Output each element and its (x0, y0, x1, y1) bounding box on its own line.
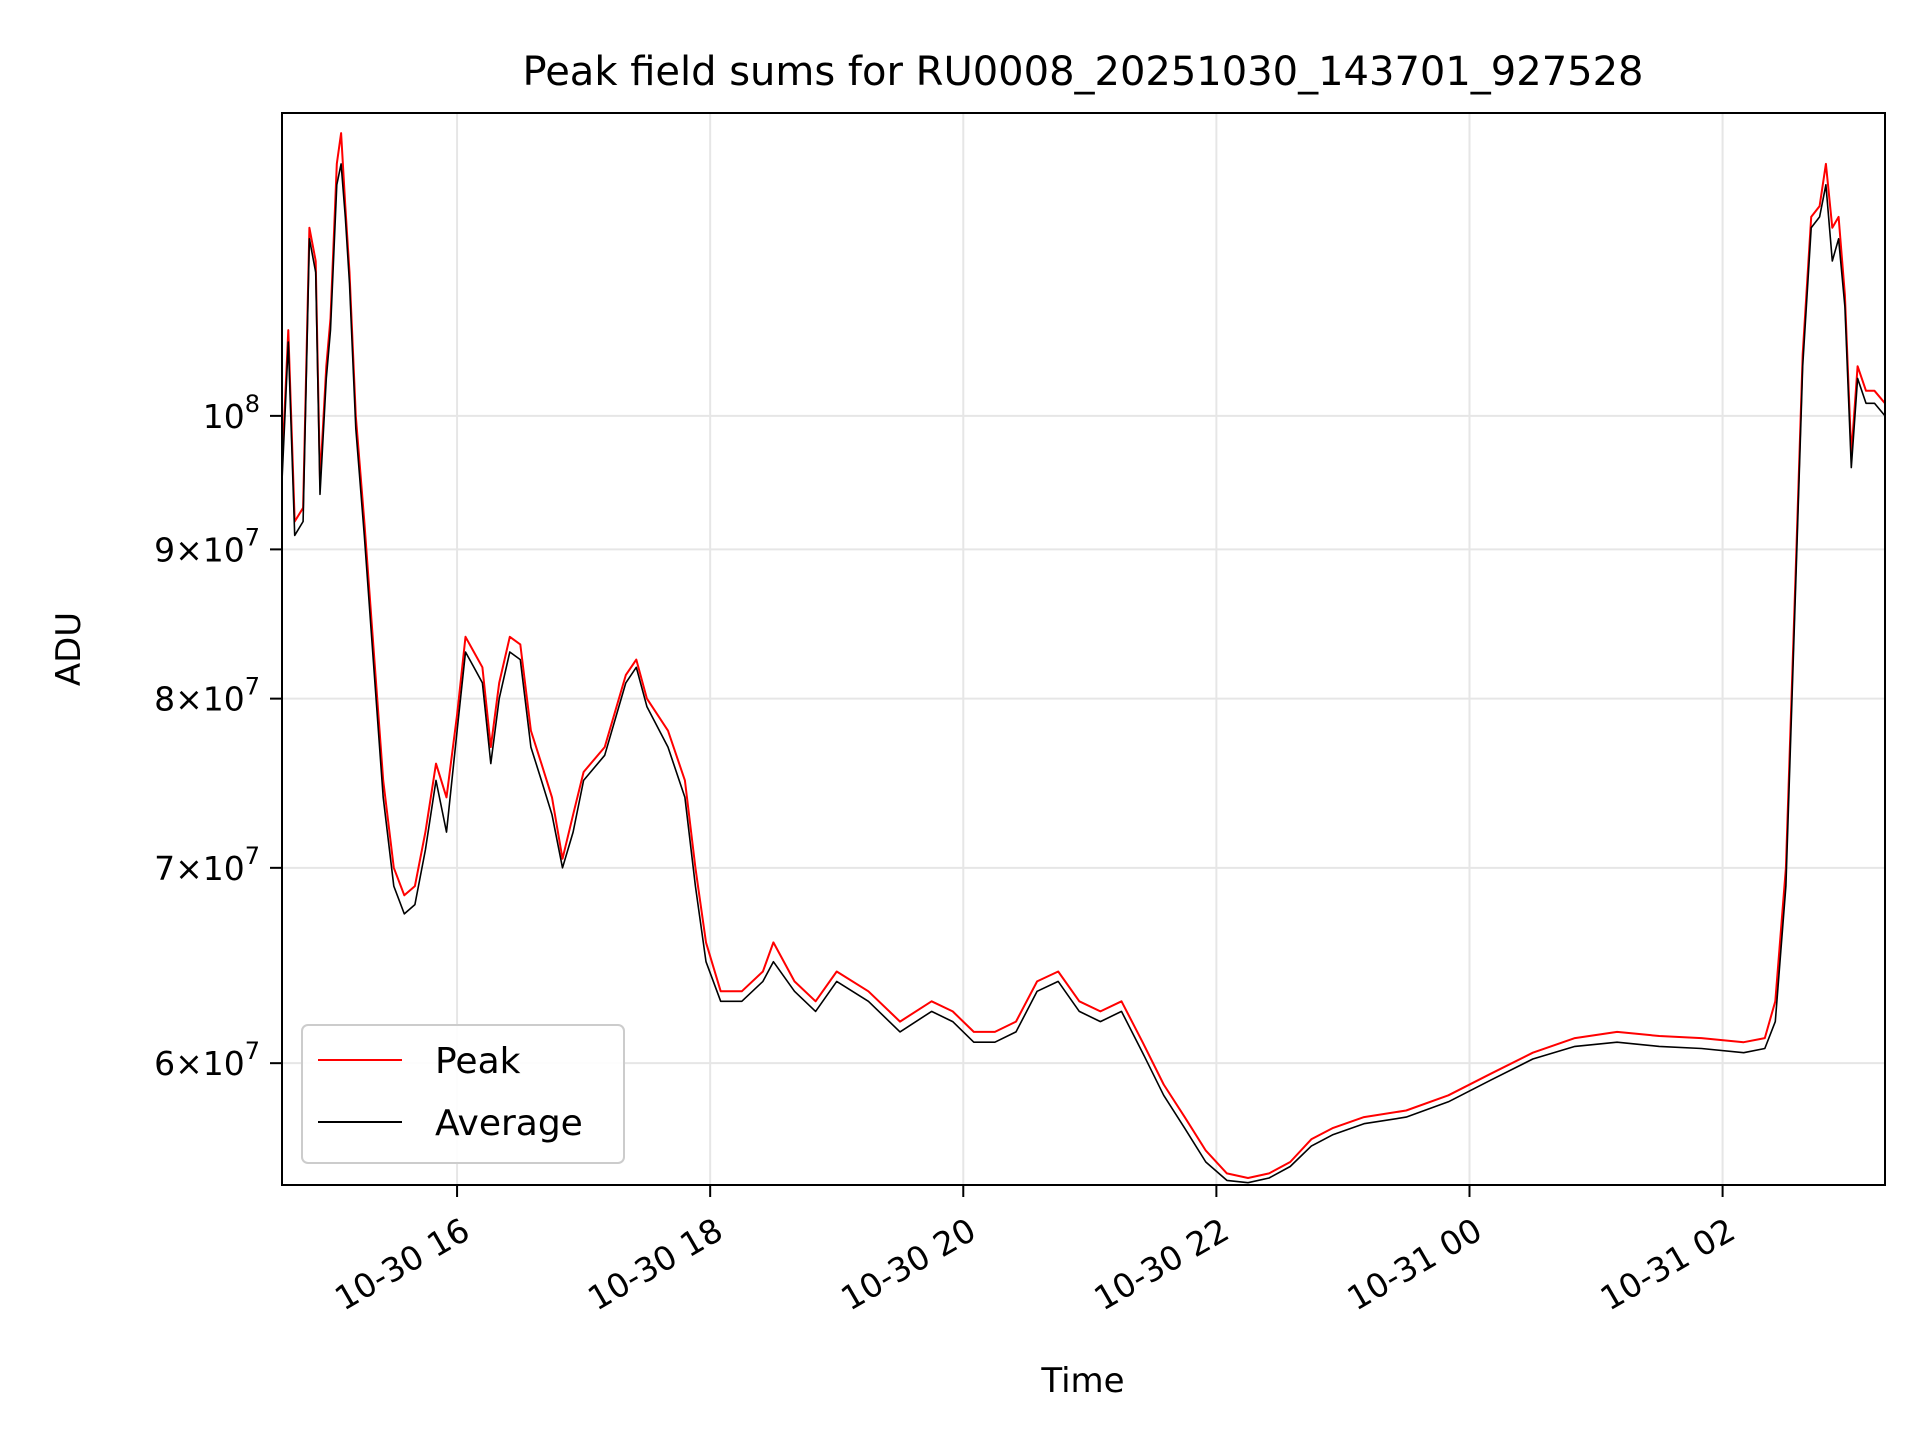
x-axis: 10-30 16 10-30 18 10-30 20 10-30 22 10-31 00… (328, 1185, 1742, 1318)
x-tick-label: 10-30 20 (834, 1210, 982, 1318)
series-line-average (282, 163, 1885, 1184)
x-tick-label: 10-30 16 (328, 1210, 476, 1318)
y-tick-label: 8×107 (154, 673, 260, 719)
x-tick-label: 10-31 00 (1340, 1210, 1488, 1318)
legend-label-peak: Peak (435, 1041, 521, 1082)
x-tick-label: 10-30 22 (1087, 1210, 1235, 1318)
y-tick-label: 108 (203, 390, 260, 436)
plot-frame (281, 112, 1886, 1186)
series-line-peak (282, 132, 1885, 1179)
legend: Peak Average (301, 1024, 625, 1164)
plot-lines (282, 132, 1885, 1184)
y-tick-label: 9×107 (154, 523, 260, 569)
y-tick-label: 6×107 (154, 1037, 260, 1083)
x-tick-label: 10-31 02 (1594, 1210, 1742, 1318)
chart-title: Peak field sums for RU0008_20251030_1437… (523, 49, 1644, 95)
y-tick-label: 7×107 (154, 842, 260, 888)
x-axis-label: Time (1040, 1361, 1124, 1401)
y-axis-label: ADU (49, 612, 89, 686)
legend-label-average: Average (435, 1103, 583, 1144)
x-tick-label: 10-30 18 (581, 1210, 729, 1318)
y-axis: 6×107 7×107 8×107 9×107 108 (154, 390, 282, 1083)
